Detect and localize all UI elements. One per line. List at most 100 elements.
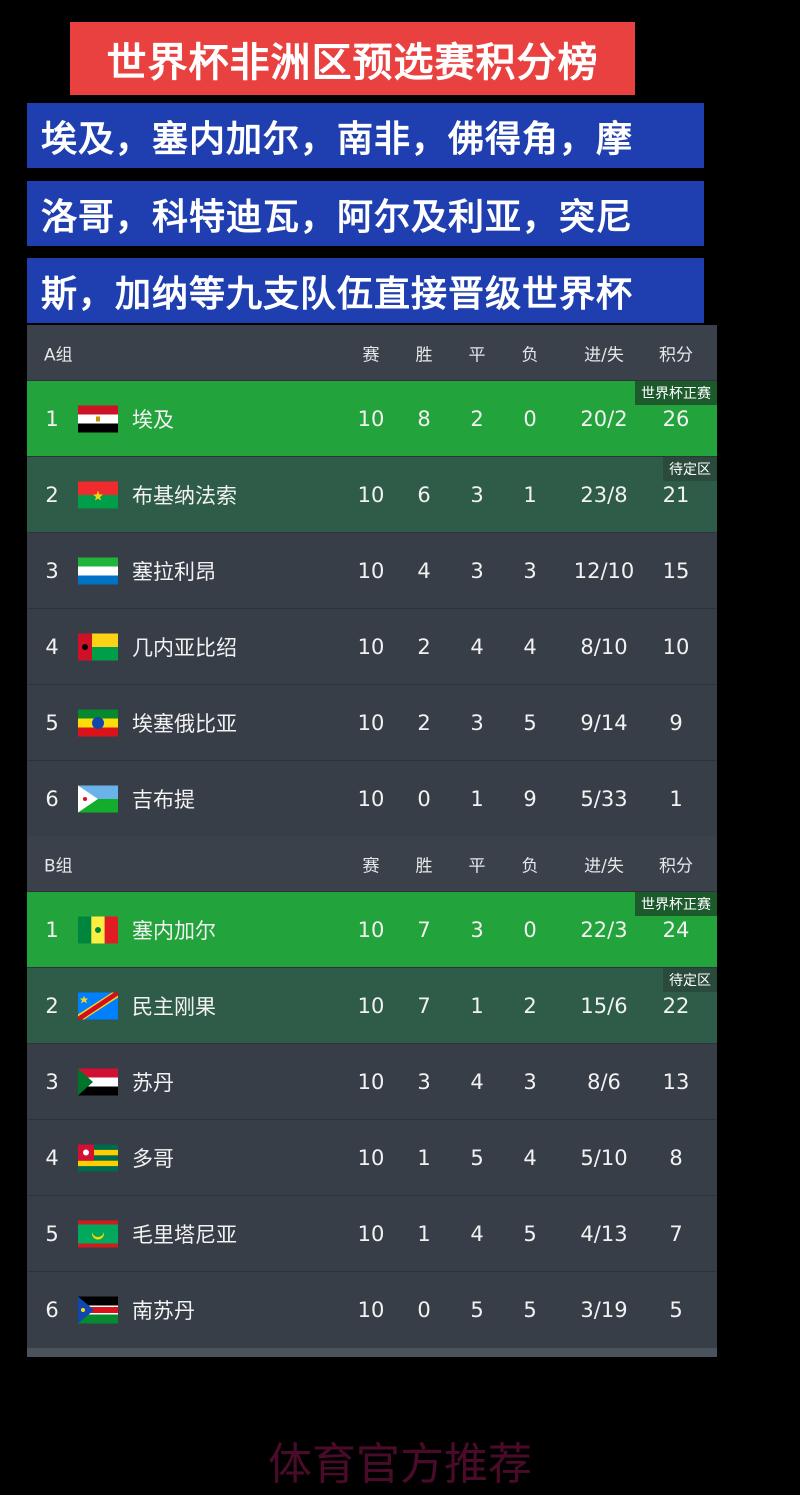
stat-lost: 4 (523, 634, 537, 659)
banner-line-2: 洛哥，科特迪瓦，阿尔及利亚，突尼 (27, 181, 704, 246)
standings-table: A组赛胜平负进/失 积分 1 埃及 10 8 2 0 20/2 26 世界杯正赛 2 布基纳法索 10 6 3… (27, 325, 717, 1357)
status-badge: 世界杯正赛 (635, 381, 717, 405)
team-name[interactable]: 多哥 (132, 1146, 174, 1171)
stat-played: 10 (357, 786, 385, 811)
promo-text: 体育官方推荐 (268, 1439, 532, 1490)
egypt-flag-icon (78, 405, 118, 432)
table-row[interactable]: 5 埃塞俄比亚 10 2 3 5 9/14 9 (27, 684, 717, 760)
team-name[interactable]: 吉布提 (132, 787, 195, 812)
team-name[interactable]: 埃及 (132, 407, 174, 432)
column-header-drawn: 平 (468, 345, 486, 365)
stat-lost: 9 (523, 786, 537, 811)
team-name[interactable]: 南苏丹 (132, 1298, 195, 1323)
stat-drawn: 3 (470, 917, 484, 942)
column-header-played: 赛 (362, 345, 380, 365)
stat-points: 24 (662, 917, 690, 942)
stat-won: 6 (417, 482, 431, 507)
table-row[interactable]: 5 毛里塔尼亚 10 1 4 5 4/13 7 (27, 1195, 717, 1271)
stat-goals: 22/3 (580, 917, 628, 942)
rank: 1 (45, 917, 59, 942)
team-name[interactable]: 塞内加尔 (132, 918, 216, 943)
stat-points: 5 (669, 1297, 683, 1322)
team-name[interactable]: 埃塞俄比亚 (132, 711, 237, 736)
stat-goals: 5/10 (580, 1145, 628, 1170)
column-header-goals: 进/失 (584, 345, 624, 365)
table-row[interactable]: 4 几内亚比绍 10 2 4 4 8/10 10 (27, 608, 717, 684)
table-row[interactable]: 6 吉布提 10 0 1 9 5/33 1 (27, 760, 717, 836)
stat-goals: 9/14 (580, 710, 628, 735)
banner-line-3: 斯，加纳等九支队伍直接晋级世界杯 (27, 258, 704, 323)
table-footer-bar (27, 1348, 717, 1357)
stat-won: 8 (417, 406, 431, 431)
stat-drawn: 4 (470, 634, 484, 659)
column-header-points: 积分 (659, 345, 693, 365)
stat-won: 0 (417, 786, 431, 811)
stat-lost: 5 (523, 710, 537, 735)
stat-lost: 3 (523, 1069, 537, 1094)
rank: 2 (45, 482, 59, 507)
team-name[interactable]: 几内亚比绍 (132, 635, 237, 660)
rank: 5 (45, 1221, 59, 1246)
stat-won: 2 (417, 710, 431, 735)
stat-drawn: 4 (470, 1221, 484, 1246)
togo-flag-icon (78, 1144, 118, 1171)
column-header-played: 赛 (362, 856, 380, 876)
team-name[interactable]: 毛里塔尼亚 (132, 1222, 237, 1247)
stat-points: 8 (669, 1145, 683, 1170)
stat-lost: 3 (523, 558, 537, 583)
stat-played: 10 (357, 406, 385, 431)
sudan-flag-icon (78, 1068, 118, 1095)
stat-goals: 20/2 (580, 406, 628, 431)
status-badge: 待定区 (663, 968, 717, 992)
banner-line-1: 埃及，塞内加尔，南非，佛得角，摩 (27, 103, 704, 168)
team-name[interactable]: 苏丹 (132, 1070, 174, 1095)
rank: 6 (45, 1297, 59, 1322)
stat-points: 22 (662, 993, 690, 1018)
table-row[interactable]: 3 塞拉利昂 10 4 3 3 12/10 15 (27, 532, 717, 608)
stat-drawn: 3 (470, 482, 484, 507)
stat-drawn: 4 (470, 1069, 484, 1094)
south-sudan-flag-icon (78, 1296, 118, 1323)
team-name[interactable]: 塞拉利昂 (132, 559, 216, 584)
stat-drawn: 5 (470, 1145, 484, 1170)
stat-points: 15 (662, 558, 690, 583)
rank: 1 (45, 406, 59, 431)
column-header-won: 胜 (415, 345, 433, 365)
group-name: B组 (44, 856, 73, 876)
stat-played: 10 (357, 1145, 385, 1170)
stat-lost: 5 (523, 1221, 537, 1246)
stat-lost: 0 (523, 406, 537, 431)
column-header-goals: 进/失 (584, 856, 624, 876)
group-header: B组 赛 胜 平 负 进/失 积分 (27, 836, 717, 891)
stat-points: 1 (669, 786, 683, 811)
ethiopia-flag-icon (78, 709, 118, 736)
djibouti-flag-icon (78, 785, 118, 812)
column-header-points: 积分 (659, 856, 693, 876)
stat-drawn: 1 (470, 993, 484, 1018)
stat-drawn: 5 (470, 1297, 484, 1322)
table-row[interactable]: 1 塞内加尔 10 7 3 0 22/3 24 世界杯正赛 (27, 891, 717, 967)
stat-points: 21 (662, 482, 690, 507)
rank: 4 (45, 1145, 59, 1170)
table-row[interactable]: 2 布基纳法索 10 6 3 1 23/8 21 待定区 (27, 456, 717, 532)
team-name[interactable]: 布基纳法索 (132, 483, 237, 508)
team-name[interactable]: 民主刚果 (132, 994, 216, 1019)
stat-goals: 8/6 (587, 1069, 621, 1094)
table-row[interactable]: 3 苏丹 10 3 4 3 8/6 13 (27, 1043, 717, 1119)
table-row[interactable]: 6 南苏丹 10 0 5 5 3/19 5 (27, 1271, 717, 1347)
table-row[interactable]: 4 多哥 10 1 5 4 5/10 8 (27, 1119, 717, 1195)
stat-won: 3 (417, 1069, 431, 1094)
rank: 3 (45, 1069, 59, 1094)
stat-drawn: 2 (470, 406, 484, 431)
stat-goals: 15/6 (580, 993, 628, 1018)
table-row[interactable]: 1 埃及 10 8 2 0 20/2 26 世界杯正赛 (27, 380, 717, 456)
stat-played: 10 (357, 482, 385, 507)
stat-drawn: 1 (470, 786, 484, 811)
sierra-leone-flag-icon (78, 557, 118, 584)
stat-points: 10 (662, 634, 690, 659)
rank: 2 (45, 993, 59, 1018)
stat-won: 1 (417, 1145, 431, 1170)
burkina-faso-flag-icon (78, 481, 118, 508)
rank: 4 (45, 634, 59, 659)
table-row[interactable]: 2 民主刚果 10 7 1 2 15/6 22 待定区 (27, 967, 717, 1043)
